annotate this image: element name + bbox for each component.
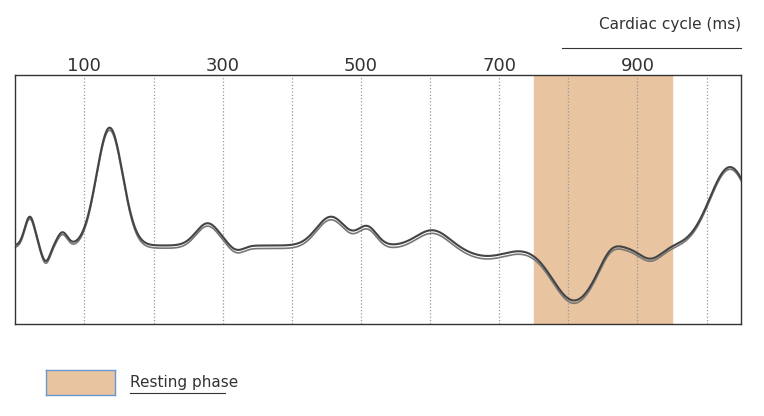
Bar: [534, 75, 672, 324]
Text: Cardiac cycle (ms): Cardiac cycle (ms): [599, 17, 741, 32]
Text: 700: 700: [482, 57, 516, 75]
Text: 100: 100: [67, 57, 102, 75]
Text: 900: 900: [620, 57, 655, 75]
Text: 300: 300: [206, 57, 240, 75]
Text: 500: 500: [344, 57, 378, 75]
Text: Resting phase: Resting phase: [130, 375, 238, 390]
